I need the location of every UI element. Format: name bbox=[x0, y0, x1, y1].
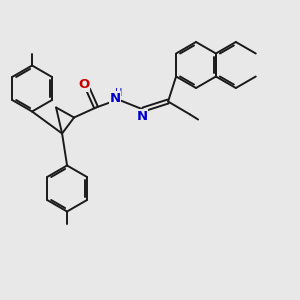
Text: N: N bbox=[136, 110, 148, 123]
Text: H: H bbox=[116, 88, 123, 98]
Text: O: O bbox=[79, 78, 90, 91]
Text: N: N bbox=[110, 92, 121, 105]
